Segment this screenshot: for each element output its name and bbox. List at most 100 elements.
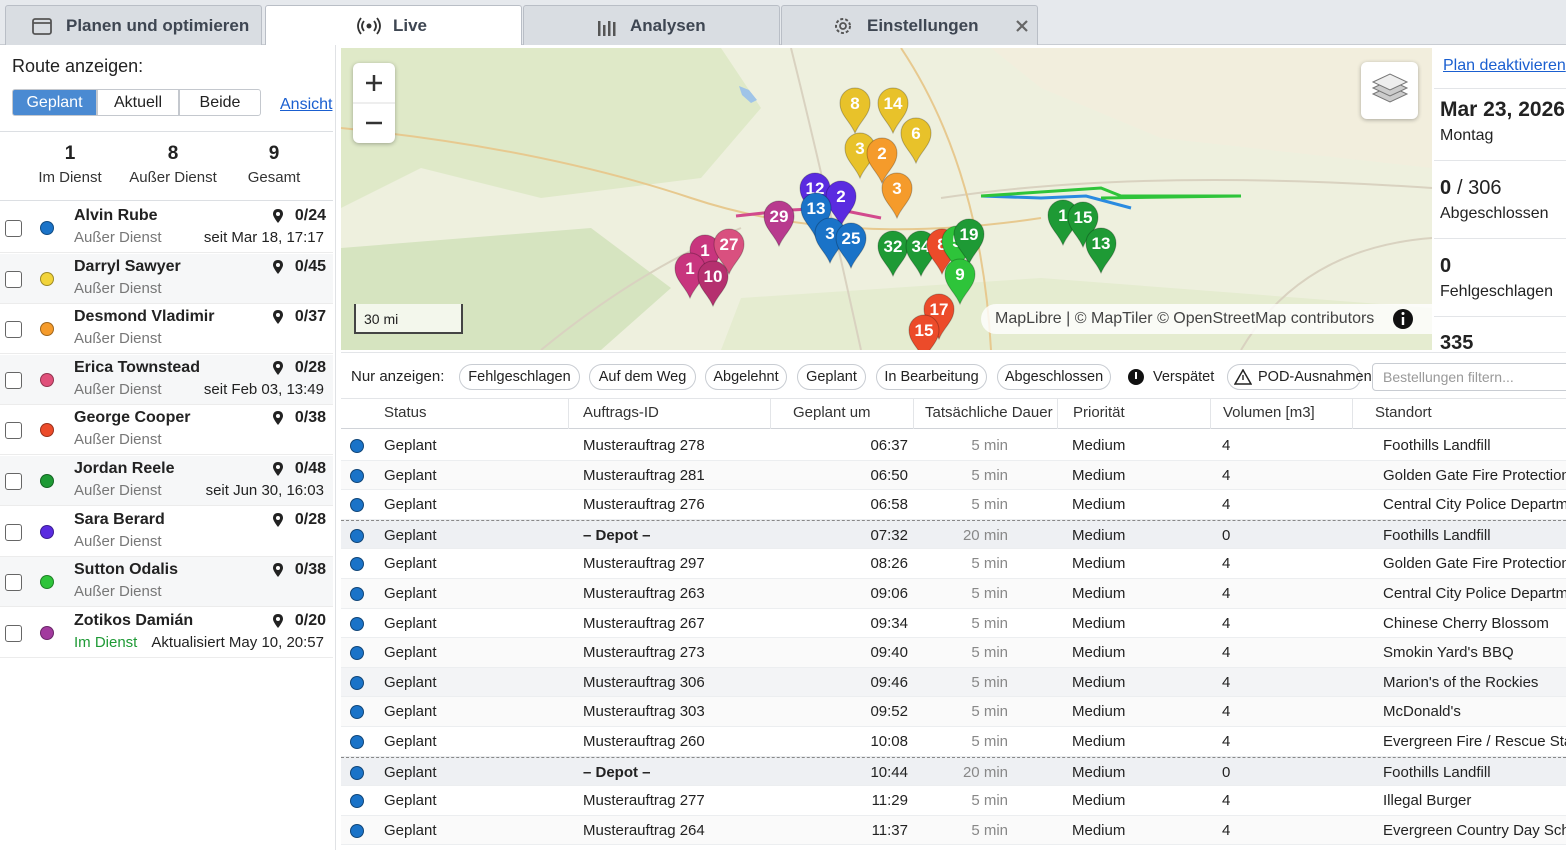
driver-name: Sutton Odalis — [74, 561, 178, 579]
route-option[interactable]: Beide — [179, 89, 261, 116]
driver-row[interactable]: Sutton Odalis Außer Dienst 0/38 — [0, 557, 333, 608]
table-row[interactable]: Geplant Musterauftrag 260 10:08 5 min Medium… — [341, 727, 1566, 757]
map-marker[interactable]: 8 — [839, 87, 871, 135]
driver-stops: 0/38 — [294, 561, 326, 579]
column-header[interactable]: Standort — [1375, 404, 1432, 421]
map-marker[interactable]: 25 — [835, 222, 867, 270]
driver-row[interactable]: Desmond Vladimir Außer Dienst 0/37 — [0, 304, 333, 355]
map-marker[interactable]: 32 — [877, 230, 909, 278]
divider — [0, 131, 333, 132]
route-line — [980, 186, 1242, 200]
checkbox[interactable] — [5, 321, 22, 339]
table-row[interactable]: Geplant – Depot – 07:32 20 min Medium 0 Foothi… — [341, 519, 1566, 550]
map-marker[interactable]: 10 — [697, 260, 729, 308]
table-cell: Medium — [1072, 792, 1126, 810]
pin-hole — [275, 465, 280, 469]
zoom-in[interactable] — [366, 75, 382, 91]
table-row[interactable]: Geplant Musterauftrag 264 11:37 5 min Medium… — [341, 815, 1566, 846]
driver-row[interactable]: Sara Berard Außer Dienst 0/28 — [0, 506, 333, 557]
driver-row[interactable]: George Cooper Außer Dienst 0/38 — [0, 405, 333, 456]
table-row[interactable]: Geplant Musterauftrag 306 09:46 5 min Medium… — [341, 667, 1566, 698]
filter-chip[interactable]: POD-Ausnahmen — [1227, 364, 1372, 390]
tab[interactable]: Analysen — [523, 5, 780, 45]
filter-label: Nur anzeigen: — [351, 368, 445, 385]
filter-chip-label: Auf dem Weg — [598, 369, 687, 385]
map-marker[interactable]: 6 — [900, 117, 932, 165]
table-row[interactable]: Geplant Musterauftrag 273 09:40 5 min Medium… — [341, 638, 1566, 668]
column-header[interactable]: Status — [384, 404, 427, 421]
filter-chip[interactable]: Fehlgeschlagen — [459, 364, 580, 390]
marker-label: 29 — [770, 207, 789, 226]
map-marker[interactable]: 13 — [800, 192, 832, 240]
map-marker[interactable]: 19 — [953, 218, 985, 266]
column-header[interactable]: Geplant um — [793, 404, 871, 421]
checkbox[interactable] — [5, 574, 22, 592]
checkbox[interactable] — [5, 523, 22, 541]
table-cell: 4 — [1222, 644, 1231, 662]
map-marker[interactable]: 15 — [908, 314, 940, 350]
table-cell: 4 — [1222, 437, 1231, 454]
column-header[interactable]: Priorität — [1073, 404, 1125, 421]
checkbox[interactable] — [5, 371, 22, 389]
order-search[interactable]: Bestellungen filtern... — [1372, 363, 1566, 391]
table-row[interactable]: Geplant – Depot – 10:44 20 min Medium 0 Foothi… — [341, 756, 1566, 787]
driver-row[interactable]: Erica Townstead Außer Dienst 0/28 seit Feb … — [0, 354, 333, 405]
driver-row[interactable]: Jordan Reele Außer Dienst 0/48 seit Jun 30,… — [0, 456, 333, 506]
map-marker[interactable]: 9 — [944, 258, 976, 306]
view-link[interactable]: Ansicht — [280, 96, 333, 113]
table-cell: Foothills Landfill — [1383, 763, 1491, 781]
column-header[interactable]: Volumen [m3] — [1223, 404, 1315, 421]
live-icon-waves — [357, 17, 381, 35]
stat-value: 9 — [268, 143, 280, 164]
filter-chip[interactable]: Auf dem Weg — [589, 364, 696, 390]
pin-hole — [275, 566, 280, 571]
tab[interactable]: Live — [265, 5, 522, 45]
table-row[interactable]: Geplant Musterauftrag 278 06:37 5 min Medium… — [341, 431, 1566, 461]
filter-chip[interactable]: In Bearbeitung — [876, 364, 987, 390]
filter-chip[interactable]: Abgelehnt — [705, 364, 787, 390]
deactivate-link[interactable]: Plan deaktivieren — [1443, 57, 1566, 74]
map-road — [341, 127, 1042, 231]
table-row[interactable]: Geplant Musterauftrag 267 09:34 5 min Medium… — [341, 608, 1566, 639]
filter-chip-label: Fehlgeschlagen — [468, 369, 571, 385]
checkbox[interactable] — [5, 422, 22, 440]
map-marker[interactable]: 14 — [877, 87, 909, 135]
column-header[interactable]: Auftrags-ID — [583, 404, 659, 421]
driver-row[interactable]: Zotikos Damián Im Dienst 0/20 Aktualisiert … — [0, 607, 333, 658]
map-marker[interactable]: 29 — [763, 200, 795, 248]
table-row[interactable]: Geplant Musterauftrag 297 08:26 5 min Medium… — [341, 549, 1566, 579]
table-cell: Medium — [1072, 614, 1126, 632]
table-row[interactable]: Geplant Musterauftrag 276 06:58 5 min Medium… — [341, 490, 1566, 520]
checkbox[interactable] — [5, 624, 22, 642]
table-row[interactable]: Geplant Musterauftrag 303 09:52 5 min Medium… — [341, 697, 1566, 727]
filter-chip[interactable]: Abgeschlossen — [997, 364, 1111, 390]
table-row[interactable]: Geplant Musterauftrag 277 11:29 5 min Medium… — [341, 786, 1566, 816]
filter-chip[interactable]: Verspätet — [1122, 364, 1217, 390]
stat-value: 1 — [64, 143, 76, 164]
route-option[interactable]: Aktuell — [97, 89, 179, 116]
table-cell: Geplant — [384, 496, 437, 514]
map-marker[interactable]: 2 — [866, 137, 898, 185]
map-marker[interactable]: 3 — [881, 172, 913, 220]
map-marker[interactable]: 15 — [1067, 201, 1099, 249]
driver-row[interactable]: Alvin Rube Außer Dienst 0/24 seit Mar 18, 1… — [0, 203, 333, 253]
table-cell: Geplant — [384, 437, 437, 454]
map-marker[interactable]: 27 — [713, 228, 745, 276]
checkbox[interactable] — [5, 220, 22, 237]
driver-row[interactable]: Darryl Sawyer Außer Dienst 0/45 — [0, 253, 333, 304]
filter-chip[interactable]: Geplant — [797, 364, 866, 390]
table-row[interactable]: Geplant Musterauftrag 281 06:50 5 min Medium… — [341, 460, 1566, 491]
checkbox[interactable] — [5, 473, 22, 490]
completed-label: Abgeschlossen — [1440, 205, 1549, 222]
checkbox[interactable] — [5, 270, 22, 288]
table-row[interactable]: Geplant Musterauftrag 263 09:06 5 min Medium… — [341, 579, 1566, 609]
tab[interactable]: Planen und optimieren — [5, 5, 262, 45]
tab[interactable]: Einstellungen — [781, 5, 1038, 45]
map-marker[interactable]: 13 — [1085, 227, 1117, 275]
map-road — [940, 179, 1432, 199]
route-option[interactable]: Geplant — [12, 89, 97, 116]
layers-icon — [1371, 73, 1409, 103]
column-header[interactable]: Tatsächliche Dauer — [925, 404, 1053, 421]
driver-stops: 0/24 — [294, 207, 326, 224]
gear-icon-hub — [839, 22, 847, 30]
